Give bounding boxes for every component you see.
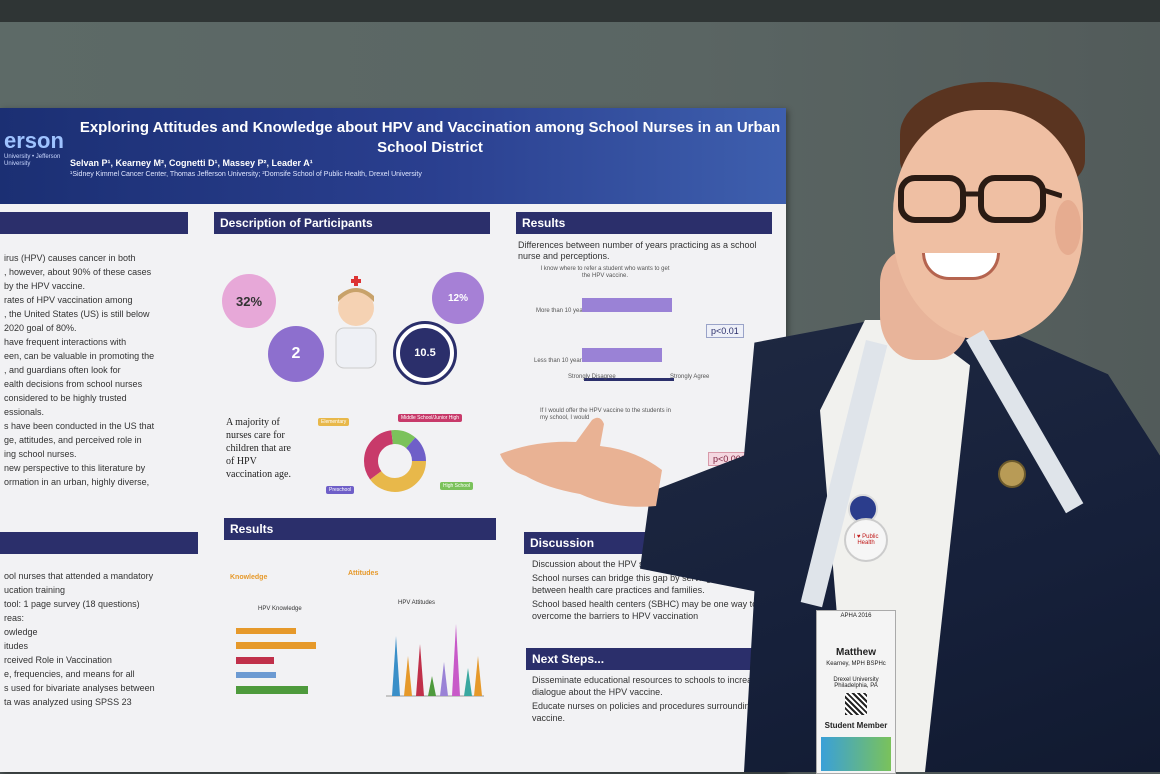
next-steps-list: Disseminate educational resources to sch… — [532, 674, 772, 726]
results-mid-heading: Results — [224, 518, 496, 540]
intro-line: essionals. — [4, 407, 45, 417]
intro-line: rates of HPV vaccination among — [4, 295, 133, 305]
public-health-pin: I ♥ Public Health — [844, 518, 888, 562]
legend-preschool: Preschool — [326, 486, 355, 494]
qr-code-icon — [845, 693, 867, 715]
presenter-face — [893, 110, 1083, 340]
axis-strongly-disagree: Strongly Disagree — [568, 374, 616, 380]
intro-line: by the HPV vaccine. — [4, 281, 86, 291]
age-donut-chart — [364, 430, 426, 492]
methods-line: owledge — [4, 627, 38, 637]
next-steps-heading: Next Steps... — [526, 648, 756, 670]
intro-line: , and guardians often look for — [4, 365, 121, 375]
poster-header: erson University • Jefferson University … — [0, 108, 786, 204]
methods-text: ool nurses that attended a mandatory ucat… — [4, 570, 204, 710]
discussion-heading: Discussion — [524, 532, 654, 554]
methods-line: ucation training — [4, 585, 66, 595]
presenter-smile — [922, 253, 1000, 280]
next-step-item: Educate nurses on policies and procedure… — [532, 701, 770, 723]
intro-line: ealth decisions from school nurses — [4, 379, 143, 389]
poster-title: Exploring Attitudes and Knowledge about … — [79, 119, 781, 156]
intro-line: , however, about 90% of these cases — [4, 267, 152, 277]
results-right-heading: Results — [516, 212, 772, 234]
row-more-10: More than 10 years — [536, 308, 588, 314]
discussion-item: School nurses can bridge this gap by ser… — [532, 573, 752, 595]
intro-line: ormation in an urban, highly diverse, — [4, 477, 150, 487]
intro-line: s have been conducted in the US that — [4, 421, 155, 431]
discussion-item: School based health centers (SBHC) may b… — [532, 599, 758, 621]
glasses-icon — [898, 175, 1062, 223]
bar-more-10 — [582, 298, 672, 312]
intro-line: 2020 goal of 80%. — [4, 323, 77, 333]
likert-axis — [584, 378, 674, 381]
question-1: I know where to refer a student who want… — [540, 266, 670, 279]
majority-text: A majority of nurses care for children t… — [226, 417, 291, 480]
stat-circle-3: 10.5 — [393, 321, 457, 385]
left-section-bar — [0, 212, 188, 234]
methods-line: reas: — [4, 613, 25, 623]
stat-circle-4: 12% — [432, 272, 484, 324]
question-2: If I would offer the HPV vaccine to the … — [540, 408, 671, 421]
p-value-1: p<0.01 — [706, 324, 744, 338]
knowledge-label: Knowledge — [230, 574, 268, 581]
presenter-ear — [1055, 200, 1081, 255]
knowledge-chart-title: HPV Knowledge — [258, 606, 302, 612]
intro-line: have frequent interactions with — [4, 337, 127, 347]
pointing-hand — [500, 417, 662, 507]
badge-event: APHA 2016 — [840, 613, 872, 619]
bar-less-10 — [582, 348, 662, 362]
attitudes-chart-title: HPV Attitudes — [398, 600, 436, 606]
university-logo-sub: University • Jefferson University — [4, 154, 61, 167]
research-poster: erson University • Jefferson University … — [0, 108, 786, 772]
intro-line: ge, attitudes, and perceived role in — [4, 435, 142, 445]
badge-role: Student Member — [824, 721, 888, 730]
discussion-item: Discussion about the HPV settings. — [532, 559, 673, 569]
badge-detail: Kearney, MPH BSPHc — [826, 661, 886, 667]
stat-circle-2: 2 — [268, 326, 324, 382]
stat-circle-1: 32% — [222, 274, 276, 328]
intro-line: new perspective to this literature by — [4, 463, 146, 473]
discussion-list: Discussion about the HPV settings. School… — [532, 558, 772, 624]
legend-middle: Middle School/Junior High — [398, 414, 463, 422]
methods-line: ool nurses that attended a mandatory — [4, 571, 154, 581]
methods-line: ta was analyzed using SPSS 23 — [4, 697, 132, 707]
participants-heading: Description of Participants — [214, 212, 490, 234]
badge-org: Drexel University Philadelphia, PA — [833, 677, 879, 689]
methods-line: s used for bivariate analyses between — [4, 683, 155, 693]
attitudes-label: Attitudes — [348, 570, 379, 577]
methods-section-bar — [0, 532, 198, 554]
axis-strongly-agree: Strongly Agree — [670, 374, 710, 380]
badge-color-strip — [821, 737, 891, 771]
intro-line: een, can be valuable in promoting the — [4, 351, 155, 361]
intro-line: irus (HPV) causes cancer in both — [4, 253, 136, 263]
methods-line: itudes — [4, 641, 29, 651]
lapel-pin-icon — [998, 460, 1026, 488]
knowledge-bar-chart — [236, 628, 316, 694]
intro-line: ing school nurses. — [4, 449, 77, 459]
results-intro: Differences between number of years prac… — [518, 240, 757, 261]
legend-high-school: High School — [440, 482, 473, 490]
methods-line: rceived Role in Vaccination — [4, 655, 112, 665]
intro-text: irus (HPV) causes cancer in both , howeve… — [4, 252, 194, 490]
row-less-10: Less than 10 years — [534, 358, 585, 364]
university-logo: erson — [4, 128, 64, 153]
methods-line: e, frequencies, and means for all — [4, 669, 135, 679]
intro-line: , the United States (US) is still below — [4, 309, 150, 319]
poster-affiliations: ¹Sidney Kimmel Cancer Center, Thomas Jef… — [70, 171, 422, 178]
name-badge: APHA 2016 Matthew Kearney, MPH BSPHc Dre… — [816, 610, 896, 774]
next-step-item: Disseminate educational resources to sch… — [532, 675, 762, 697]
badge-name: Matthew — [836, 647, 876, 658]
intro-line: considered to be highly trusted — [4, 393, 127, 403]
nurse-icon — [335, 276, 377, 369]
methods-line: tool: 1 page survey (18 questions) — [4, 599, 140, 609]
attitudes-bar-chart — [386, 624, 484, 697]
poster-authors: Selvan P¹, Kearney M², Cognetti D¹, Mass… — [70, 158, 313, 168]
legend-elementary: Elementary — [318, 418, 350, 426]
